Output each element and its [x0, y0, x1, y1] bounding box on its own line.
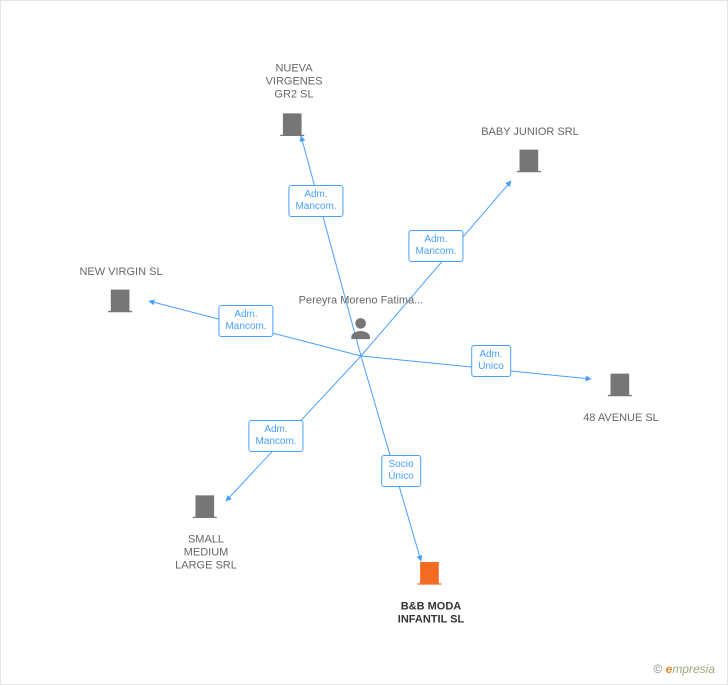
building-icon: [105, 283, 137, 315]
company-node: NUEVA VIRGENES GR2 SL: [266, 59, 323, 144]
company-node-label: 48 AVENUE SL: [583, 412, 659, 425]
building-icon: [605, 367, 637, 399]
diagram-canvas: Pereyra Moreno Fatima... NUEVA VIRGENES …: [0, 0, 728, 685]
company-node-label: SMALL MEDIUM LARGE SRL: [175, 534, 237, 574]
edge-label: Adm. Mancom.: [248, 420, 303, 452]
building-icon: [190, 489, 222, 521]
edge-label: Adm. Unico: [471, 345, 511, 377]
company-node-label: NUEVA VIRGENES GR2 SL: [266, 63, 323, 103]
copyright-symbol: ©: [653, 662, 662, 676]
center-person-node: Pereyra Moreno Fatima...: [299, 295, 424, 348]
company-node: B&B MODA INFANTIL SL: [398, 555, 464, 626]
company-node-label: BABY JUNIOR SRL: [481, 126, 579, 139]
edge-label: Adm. Mancom.: [288, 185, 343, 217]
edge-label: Adm. Mancom.: [408, 230, 463, 262]
company-node-label: NEW VIRGIN SL: [79, 266, 162, 279]
copyright: © empresia: [653, 662, 715, 676]
center-person-label: Pereyra Moreno Fatima...: [299, 295, 424, 309]
edge-label: Socio Único: [381, 455, 421, 487]
building-icon: [415, 555, 447, 587]
building-icon: [278, 106, 310, 138]
company-node-label: B&B MODA INFANTIL SL: [398, 600, 464, 626]
company-node: NEW VIRGIN SL: [79, 262, 162, 320]
building-icon: [514, 143, 546, 175]
company-node: 48 AVENUE SL: [583, 367, 659, 425]
edge-label: Adm. Mancom.: [218, 305, 273, 337]
person-icon: [347, 314, 375, 342]
company-node: BABY JUNIOR SRL: [481, 122, 579, 180]
brand-rest: mpresia: [672, 662, 715, 676]
company-node: SMALL MEDIUM LARGE SRL: [175, 489, 237, 574]
